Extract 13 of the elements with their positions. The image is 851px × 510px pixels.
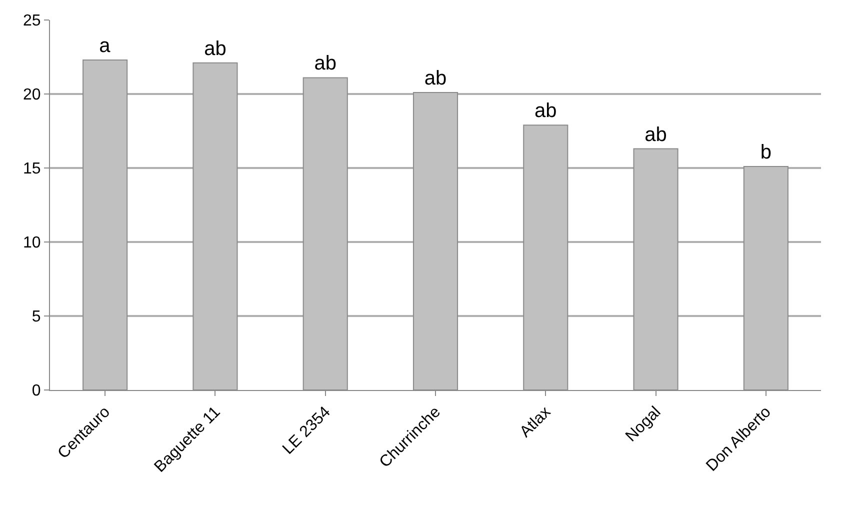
y-tick-label: 10 xyxy=(23,234,41,252)
data-label: ab xyxy=(314,52,336,75)
data-label: ab xyxy=(644,124,667,146)
y-tick-label: 20 xyxy=(23,86,41,104)
y-tick-label: 0 xyxy=(32,382,41,400)
data-label: ab xyxy=(204,38,226,60)
data-label: a xyxy=(99,34,112,57)
data-label: ab xyxy=(424,68,447,90)
data-label: b xyxy=(760,142,772,164)
y-tick-label: 5 xyxy=(32,308,41,326)
y-tick-label: 15 xyxy=(23,160,41,178)
data-label: ab xyxy=(534,100,557,122)
y-tick-label: 25 xyxy=(23,12,41,30)
